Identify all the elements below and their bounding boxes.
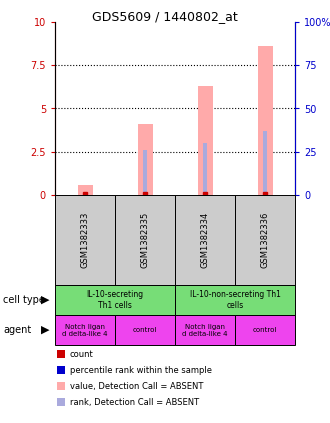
Text: count: count (70, 349, 94, 359)
Text: control: control (253, 327, 277, 333)
Bar (83, 193, 87, 195)
Text: Notch ligan
d delta-like 4: Notch ligan d delta-like 4 (182, 324, 228, 337)
Text: ▶: ▶ (41, 295, 50, 305)
Text: GSM1382336: GSM1382336 (260, 212, 270, 268)
Text: GSM1382334: GSM1382334 (201, 212, 210, 268)
Text: control: control (133, 327, 157, 333)
Bar (257, 46, 273, 195)
Bar (203, 143, 207, 195)
Bar (263, 131, 267, 195)
Text: agent: agent (3, 325, 32, 335)
Text: GDS5609 / 1440802_at: GDS5609 / 1440802_at (92, 10, 238, 23)
Bar (143, 150, 147, 195)
Text: Notch ligan
d delta-like 4: Notch ligan d delta-like 4 (62, 324, 108, 337)
Text: value, Detection Call = ABSENT: value, Detection Call = ABSENT (70, 382, 203, 390)
Text: GSM1382333: GSM1382333 (81, 212, 89, 268)
Text: rank, Detection Call = ABSENT: rank, Detection Call = ABSENT (70, 398, 199, 407)
Text: ▶: ▶ (41, 325, 50, 335)
Text: IL-10-non-secreting Th1
cells: IL-10-non-secreting Th1 cells (189, 290, 280, 310)
Text: percentile rank within the sample: percentile rank within the sample (70, 365, 212, 374)
Text: GSM1382335: GSM1382335 (141, 212, 149, 268)
Text: cell type: cell type (3, 295, 45, 305)
Bar (78, 184, 92, 195)
Text: IL-10-secreting
Th1 cells: IL-10-secreting Th1 cells (86, 290, 144, 310)
Bar (197, 86, 213, 195)
Bar (138, 124, 152, 195)
